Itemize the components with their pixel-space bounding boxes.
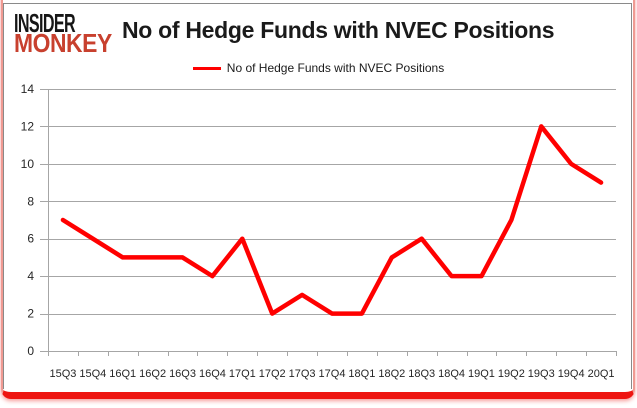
svg-text:18Q3: 18Q3 <box>408 368 435 380</box>
chart-widget: INSIDER MONKEY No of Hedge Funds with NV… <box>3 3 632 389</box>
svg-text:15Q4: 15Q4 <box>79 368 106 380</box>
svg-text:17Q1: 17Q1 <box>229 368 256 380</box>
svg-text:2: 2 <box>27 307 34 321</box>
x-axis-labels: 15Q3 15Q4 16Q1 16Q2 16Q3 16Q4 17Q1 17Q2 17Q3 17Q4… <box>49 368 614 380</box>
svg-text:4: 4 <box>27 269 34 283</box>
svg-text:16Q4: 16Q4 <box>199 368 226 380</box>
legend-line-swatch <box>192 66 221 70</box>
svg-text:8: 8 <box>27 194 34 208</box>
svg-text:12: 12 <box>21 119 35 133</box>
svg-text:17Q3: 17Q3 <box>289 368 316 380</box>
y-axis-labels: 0 2 4 6 8 10 12 14 <box>21 82 35 358</box>
logo-monkey-text: MONKEY <box>14 28 112 58</box>
svg-text:15Q3: 15Q3 <box>49 368 76 380</box>
series-line <box>60 124 604 316</box>
insider-monkey-logo: INSIDER MONKEY <box>14 8 125 58</box>
svg-text:19Q2: 19Q2 <box>498 368 525 380</box>
svg-text:19Q4: 19Q4 <box>558 368 585 380</box>
svg-text:18Q1: 18Q1 <box>348 368 375 380</box>
chart-legend: No of Hedge Funds with NVEC Positions <box>4 61 633 75</box>
legend-label: No of Hedge Funds with NVEC Positions <box>226 61 445 75</box>
svg-text:18Q4: 18Q4 <box>438 368 465 380</box>
svg-text:14: 14 <box>21 82 35 96</box>
svg-text:19Q1: 19Q1 <box>468 368 495 380</box>
x-axis-ticks <box>48 351 617 356</box>
svg-text:16Q3: 16Q3 <box>169 368 196 380</box>
svg-text:18Q2: 18Q2 <box>378 368 405 380</box>
svg-text:17Q2: 17Q2 <box>259 368 286 380</box>
svg-text:16Q2: 16Q2 <box>139 368 166 380</box>
svg-text:16Q1: 16Q1 <box>109 368 136 380</box>
svg-text:10: 10 <box>21 157 35 171</box>
svg-text:20Q1: 20Q1 <box>588 368 615 380</box>
chart-title: No of Hedge Funds with NVEC Positions <box>122 17 555 43</box>
svg-text:6: 6 <box>27 232 34 246</box>
svg-text:19Q3: 19Q3 <box>528 368 555 380</box>
logo-insider-text: INSIDER <box>14 8 76 38</box>
svg-text:0: 0 <box>27 344 34 358</box>
svg-text:17Q4: 17Q4 <box>319 368 346 380</box>
